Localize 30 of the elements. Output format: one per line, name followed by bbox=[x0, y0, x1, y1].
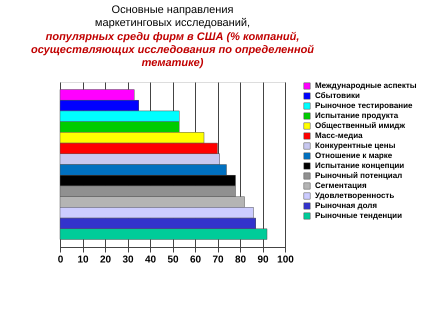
x-tick-label: 100 bbox=[277, 254, 294, 266]
legend-label: Отношение к марке bbox=[315, 151, 393, 160]
x-tick-label: 10 bbox=[77, 254, 89, 266]
x-tick-label: 60 bbox=[190, 254, 202, 266]
legend-label: Удовлетворенность bbox=[315, 191, 394, 200]
x-tick-label: 40 bbox=[144, 254, 156, 266]
x-tick-label: 80 bbox=[234, 254, 246, 266]
legend-label: Сегментация bbox=[315, 181, 367, 190]
text: тематике) bbox=[142, 57, 204, 69]
legend-label: Общественный имидж bbox=[315, 121, 406, 130]
legend-label: Рыночные тенденции bbox=[315, 211, 402, 220]
x-tick-label: 90 bbox=[257, 254, 269, 266]
legend-label: Конкурентные цены bbox=[315, 141, 396, 150]
legend-label: Масс-медиа bbox=[315, 131, 364, 140]
legend-label: Рыночное тестирование bbox=[315, 101, 414, 110]
legend-label: Испытание продукта bbox=[315, 111, 399, 120]
legend-label: Рыночная доля bbox=[315, 201, 378, 210]
legend-label: Сбытовики bbox=[315, 91, 360, 100]
x-tick-label: 30 bbox=[122, 254, 134, 266]
x-tick-label: 50 bbox=[167, 254, 179, 266]
text: Основные направления bbox=[112, 4, 234, 16]
x-tick-label: 20 bbox=[100, 254, 112, 266]
x-tick-label: 70 bbox=[212, 254, 224, 266]
text: популярных среди фирм в США (% компаний, bbox=[46, 31, 300, 43]
legend-label: Испытание концепции bbox=[315, 161, 404, 170]
legend-label: Рыночный потенциал bbox=[315, 171, 402, 180]
x-tick-label: 0 bbox=[58, 254, 64, 266]
text: маркетинговых исследований, bbox=[94, 17, 250, 29]
legend-label: Международные аспекты bbox=[315, 81, 417, 90]
text: осуществляющих исследования по определенной bbox=[30, 44, 314, 56]
